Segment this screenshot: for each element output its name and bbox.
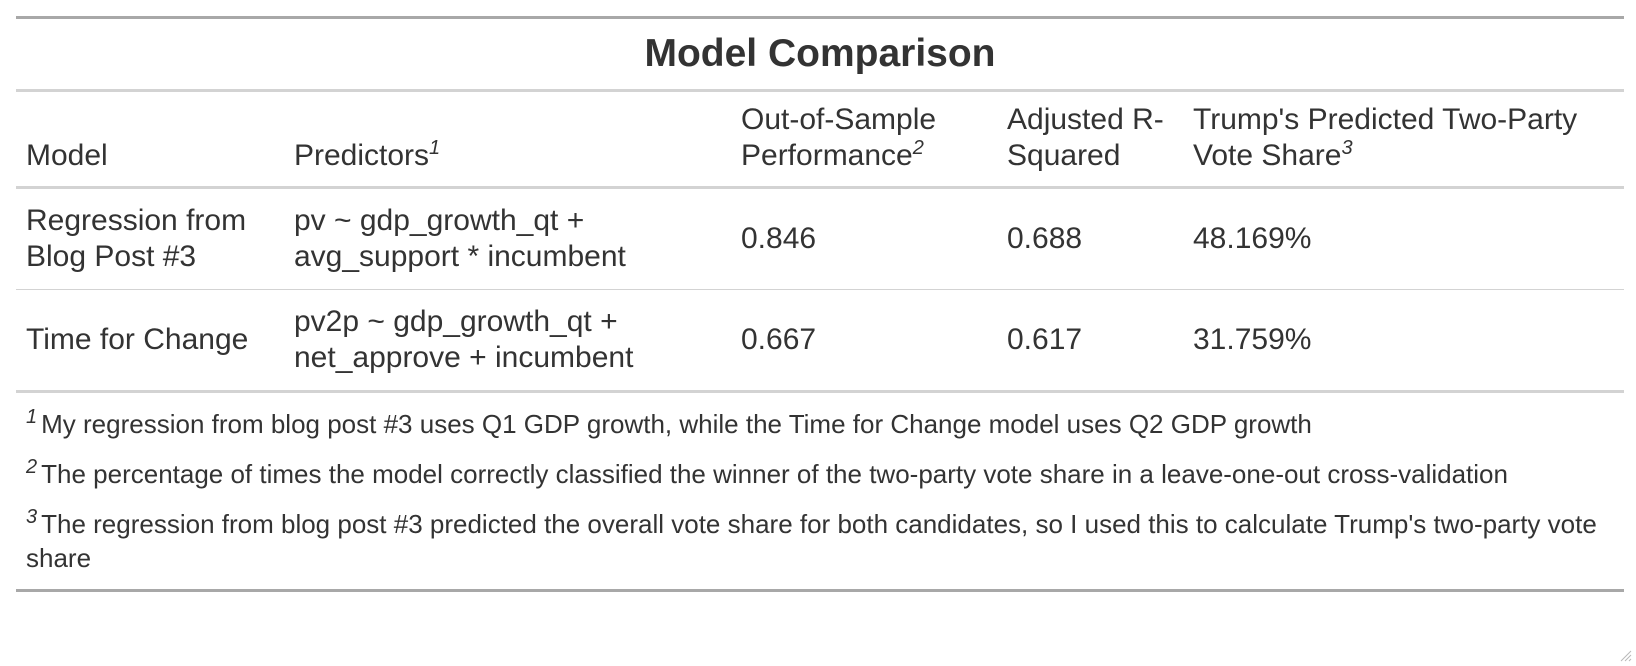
footnote-marker: 1 bbox=[429, 137, 441, 159]
table-row: Regression from Blog Post #3 pv ~ gdp_gr… bbox=[16, 187, 1625, 290]
column-header-vote-share: Trump's Predicted Two-Party Vote Share3 bbox=[1183, 90, 1625, 189]
table-row: Time for Change pv2p ~ gdp_growth_qt + n… bbox=[16, 289, 1625, 393]
cell-vote-share: 31.759% bbox=[1183, 289, 1625, 393]
table-title: Model Comparison bbox=[16, 17, 1625, 92]
footnote: 2 The percentage of times the model corre… bbox=[16, 447, 1624, 497]
footnote-marker: 1 bbox=[26, 406, 38, 429]
model-comparison-table: Model Comparison Model Predictors1 Out-o… bbox=[16, 16, 1625, 592]
cell-adjusted-r-squared: 0.617 bbox=[997, 289, 1183, 393]
cell-predictors: pv2p ~ gdp_growth_qt + net_approve + inc… bbox=[284, 289, 731, 393]
footnote-marker: 3 bbox=[26, 506, 38, 529]
column-header-predictors: Predictors1 bbox=[284, 90, 731, 189]
footnote: 3 The regression from blog post #3 predic… bbox=[16, 497, 1624, 591]
model-comparison-table-container: Model Comparison Model Predictors1 Out-o… bbox=[16, 16, 1625, 592]
cell-out-of-sample: 0.846 bbox=[731, 187, 997, 290]
resize-grip-icon[interactable] bbox=[1618, 648, 1632, 662]
footnote-marker: 2 bbox=[912, 137, 924, 159]
cell-out-of-sample: 0.667 bbox=[731, 289, 997, 393]
cell-vote-share: 48.169% bbox=[1183, 187, 1625, 290]
footnote-text: The percentage of times the model correc… bbox=[41, 459, 1508, 489]
cell-predictors: pv ~ gdp_growth_qt + avg_support * incum… bbox=[284, 187, 731, 290]
column-header-out-of-sample: Out-of-Sample Performance2 bbox=[731, 90, 997, 189]
column-header-model: Model bbox=[16, 90, 284, 189]
cell-model: Regression from Blog Post #3 bbox=[16, 187, 284, 290]
cell-adjusted-r-squared: 0.688 bbox=[997, 187, 1183, 290]
footnote-text: My regression from blog post #3 uses Q1 … bbox=[41, 409, 1312, 439]
column-header-row: Model Predictors1 Out-of-Sample Performa… bbox=[16, 90, 1625, 189]
footnote-marker: 3 bbox=[1341, 137, 1353, 159]
footnote: 1 My regression from blog post #3 uses Q1… bbox=[16, 392, 1624, 448]
cell-model: Time for Change bbox=[16, 289, 284, 393]
footnote-marker: 2 bbox=[26, 456, 38, 479]
footnote-text: The regression from blog post #3 predict… bbox=[26, 509, 1597, 573]
column-header-adjusted-r-squared: Adjusted R-Squared bbox=[997, 90, 1183, 189]
